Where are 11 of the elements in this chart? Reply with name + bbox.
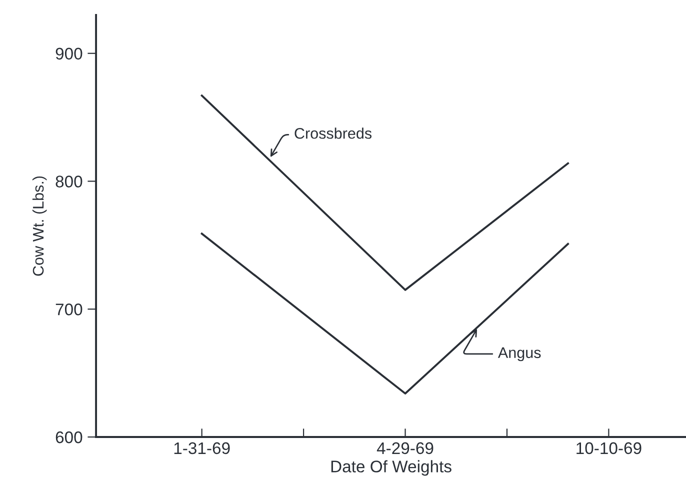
x-tick-label: 4-29-69: [376, 442, 434, 454]
y-tick-label: 800: [56, 176, 82, 188]
y-tick-label: 600: [56, 431, 82, 444]
x-tick-label: 1-31-69: [174, 442, 230, 454]
x-tick-label: 10-10-69: [576, 442, 642, 454]
series-label: Angus: [498, 347, 541, 362]
text: Crossbreds: [294, 128, 372, 139]
y-tick-label: 900: [56, 48, 82, 60]
x-axis-title: Date Of Weights: [331, 460, 452, 476]
y-tick-label: 700: [56, 304, 82, 316]
y-axis-title: Cow Wt. (Lbs.): [32, 176, 47, 276]
